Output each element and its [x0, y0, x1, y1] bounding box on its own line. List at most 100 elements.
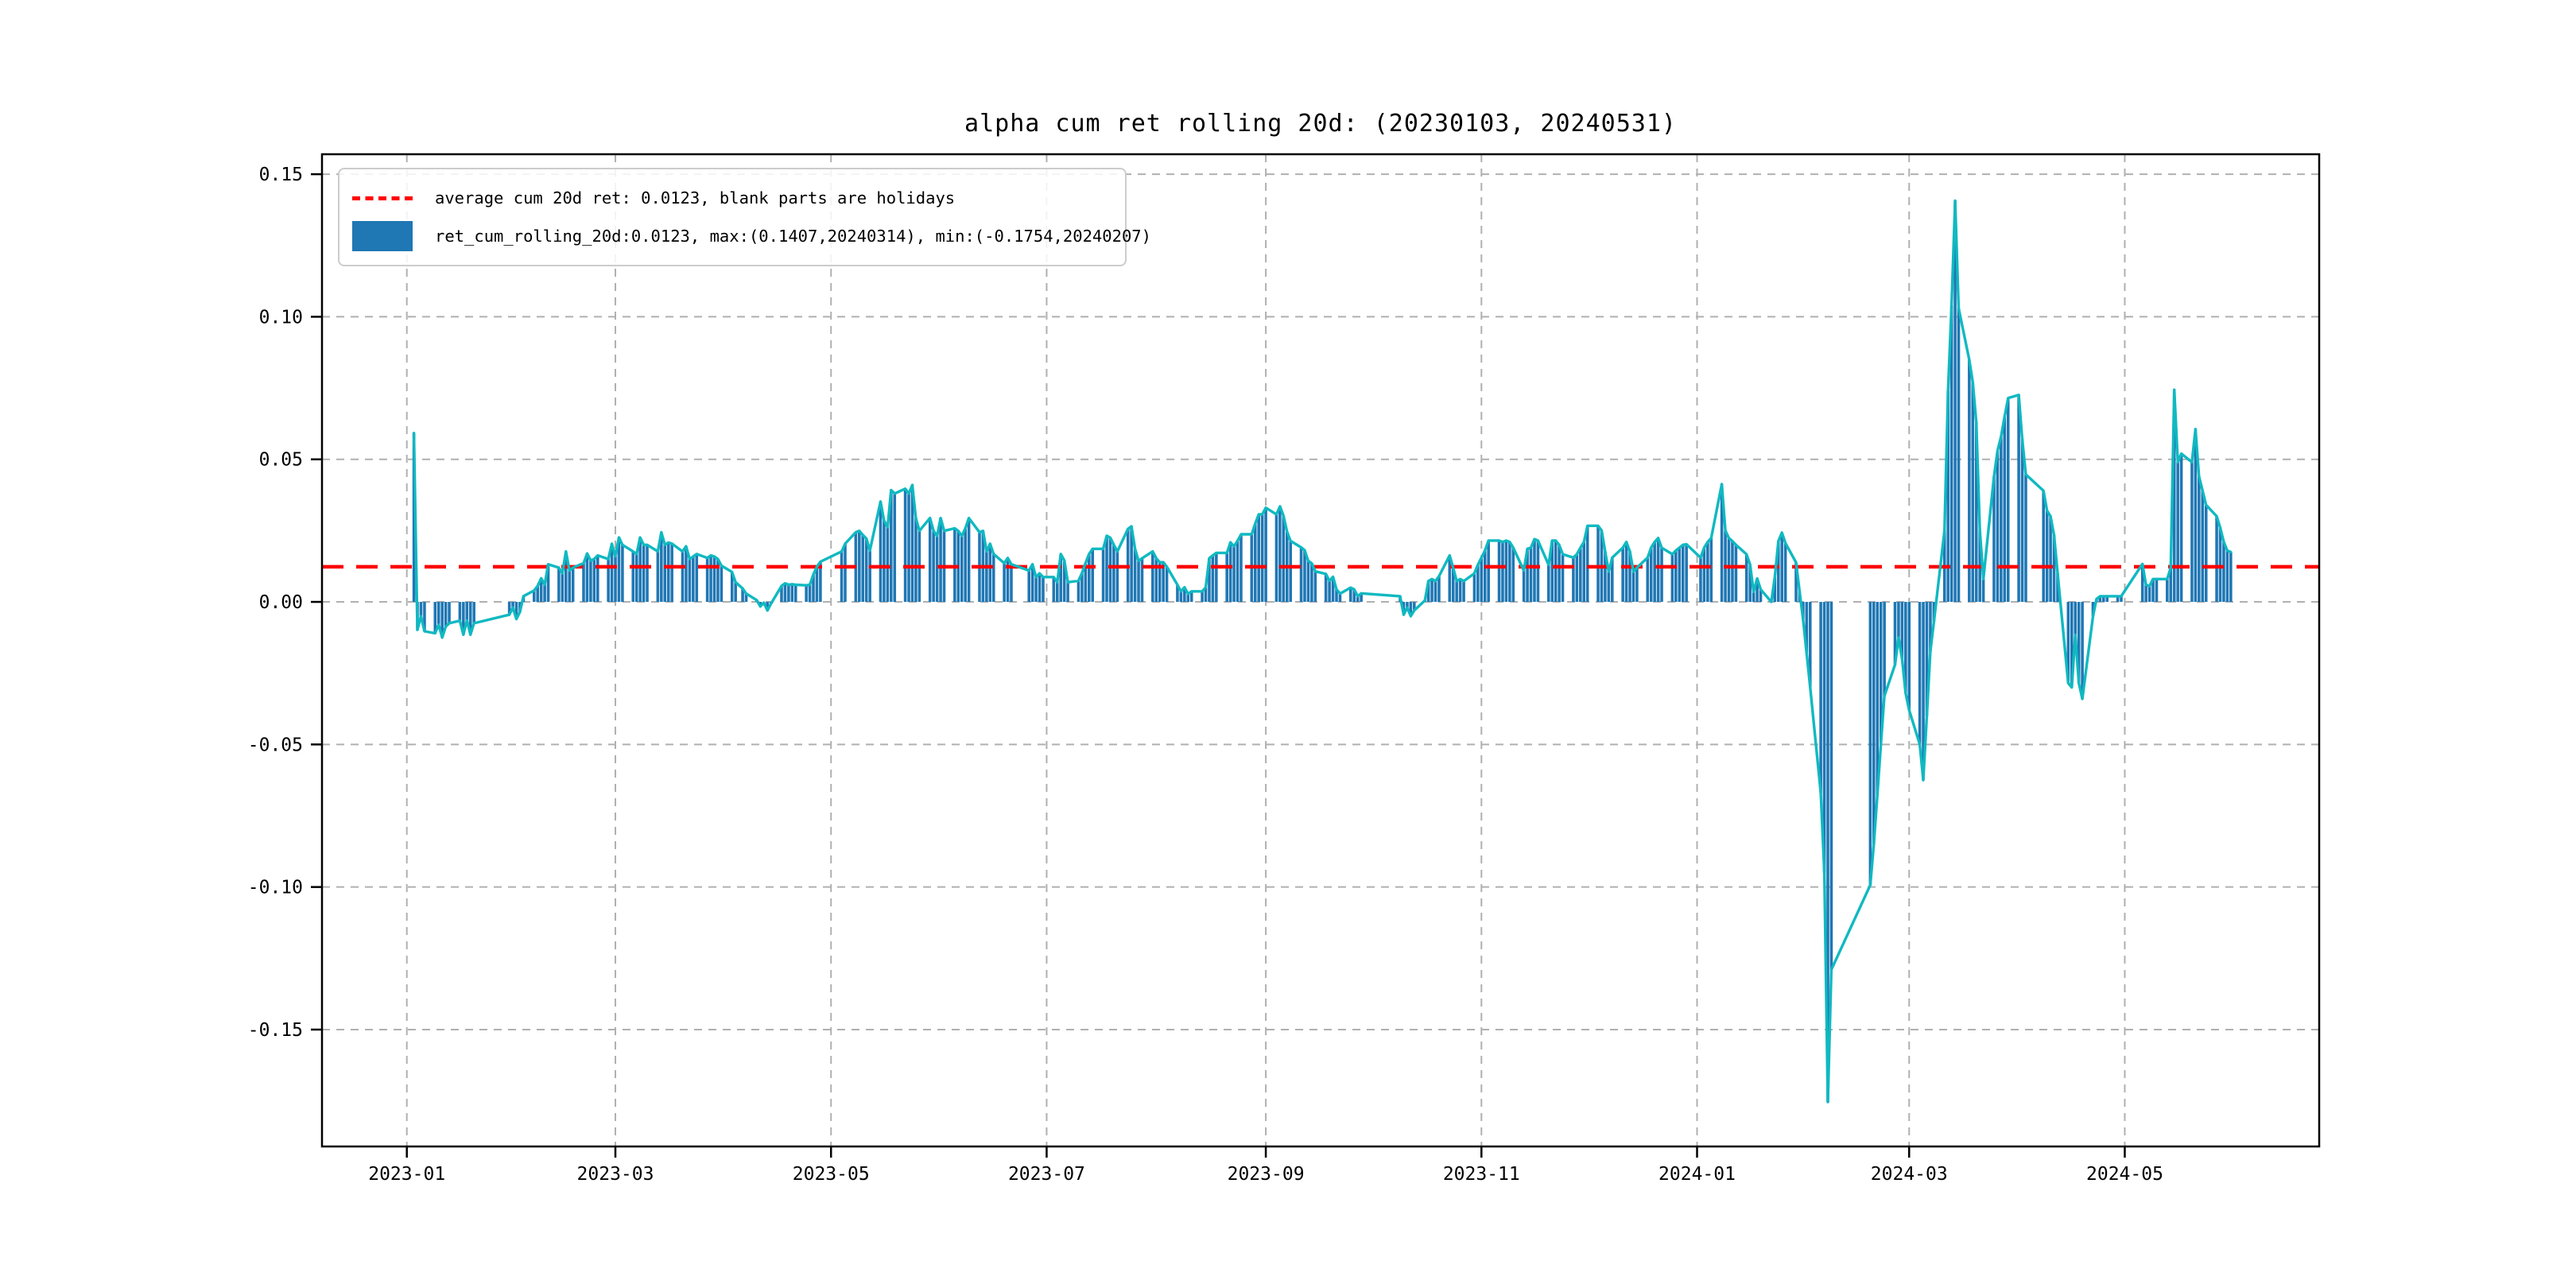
series-bar [1310, 563, 1313, 603]
series-bar [1299, 547, 1303, 603]
series-bar [621, 545, 624, 603]
series-bar [511, 602, 514, 608]
x-tick-label: 2023-03 [577, 1164, 654, 1185]
series-bar [2017, 394, 2020, 603]
series-bar [1678, 547, 1682, 603]
series-bar [964, 528, 967, 603]
series-bar [1579, 547, 1582, 603]
series-bar [1274, 514, 1278, 603]
series-bar [2198, 476, 2201, 603]
series-bar [1508, 541, 1511, 603]
series-bar [1582, 541, 1586, 603]
series-bar [819, 561, 822, 603]
series-bar [2105, 596, 2109, 603]
series-bar [1165, 566, 1169, 603]
series-bar [991, 553, 995, 603]
legend-marker-cell [352, 196, 414, 200]
series-bar [1826, 602, 1829, 1103]
series-bar [1635, 568, 1639, 603]
series-bar [1208, 558, 1211, 603]
series-bar [656, 551, 660, 603]
average-dash-icon [352, 196, 413, 200]
series-bar [2020, 439, 2024, 603]
series-bar [638, 537, 642, 603]
series-bar [1904, 602, 1907, 693]
series-bar [1338, 593, 1342, 603]
series-bar [688, 559, 692, 603]
series-bar [2222, 541, 2225, 603]
series-bar [1529, 547, 1533, 603]
series-bar [2003, 416, 2007, 603]
series-bar [1604, 551, 1607, 603]
series-bar [412, 433, 416, 603]
series-bar [793, 584, 797, 603]
series-bar [2225, 550, 2229, 603]
series-bar [1260, 514, 1264, 603]
series-bar [532, 590, 536, 603]
series-bar [1426, 580, 1430, 603]
series-bar [1236, 541, 1240, 603]
series-bar [1162, 562, 1165, 603]
series-bar [2172, 390, 2176, 603]
series-bar [2066, 602, 2070, 684]
series-bar [557, 568, 561, 603]
series-bar [2074, 602, 2077, 635]
series-bar [1759, 589, 1763, 603]
series-bar [2070, 602, 2074, 688]
series-bar [1971, 382, 1975, 603]
series-bar [967, 518, 971, 603]
series-bar [790, 584, 794, 603]
series-bar [1133, 549, 1137, 603]
legend-row-average: average cum 20d ret: 0.0123, blank parts… [352, 179, 1125, 217]
series-bar [1872, 602, 1876, 844]
series-bar [561, 573, 564, 603]
series-bar [1052, 576, 1056, 603]
series-bar [2049, 516, 2052, 603]
series-bar [1352, 589, 1356, 603]
series-bar [1879, 602, 1883, 745]
x-tick-label: 2023-01 [368, 1164, 445, 1185]
series-bar [685, 546, 688, 603]
series-bar [1201, 591, 1204, 603]
series-bar [879, 501, 883, 603]
series-bar [1176, 584, 1179, 603]
series-bar [592, 559, 596, 603]
series-bar [1546, 564, 1550, 603]
series-bar [783, 583, 787, 603]
series-bar [1462, 580, 1465, 603]
series-bar [1968, 359, 1971, 603]
legend-marker-cell [352, 221, 414, 251]
series-bar [1225, 553, 1228, 603]
series-bar [1282, 515, 1286, 603]
series-bar [2155, 579, 2159, 603]
series-bar [720, 565, 724, 603]
series-bar [1575, 554, 1579, 603]
series-bar [1649, 547, 1653, 603]
series-bar [1561, 554, 1565, 603]
series-bar [2098, 596, 2102, 603]
x-tick-label: 2023-09 [1228, 1164, 1305, 1185]
series-bar [1487, 540, 1490, 603]
series-bar [1034, 576, 1038, 603]
series-bar [2045, 510, 2049, 603]
series-bar [692, 557, 695, 603]
series-bar [1458, 579, 1462, 603]
series-bar [1611, 557, 1614, 603]
x-tick-label: 2024-03 [1871, 1164, 1948, 1185]
series-bar [864, 538, 868, 603]
series-bar [1289, 541, 1292, 603]
series-bar [2116, 596, 2120, 603]
x-tick-label: 2023-05 [793, 1164, 870, 1185]
plot-border [320, 153, 2321, 1148]
series-bar [1324, 573, 1328, 603]
series-bar [472, 602, 475, 623]
series-bar [741, 588, 744, 603]
series-bar [1504, 540, 1508, 603]
series-bar [1137, 561, 1140, 603]
series-bar [766, 602, 769, 611]
series-bar [1228, 542, 1232, 603]
series-bar [1253, 523, 1257, 603]
legend: average cum 20d ret: 0.0123, blank parts… [338, 168, 1151, 266]
series-bar [2190, 462, 2194, 603]
